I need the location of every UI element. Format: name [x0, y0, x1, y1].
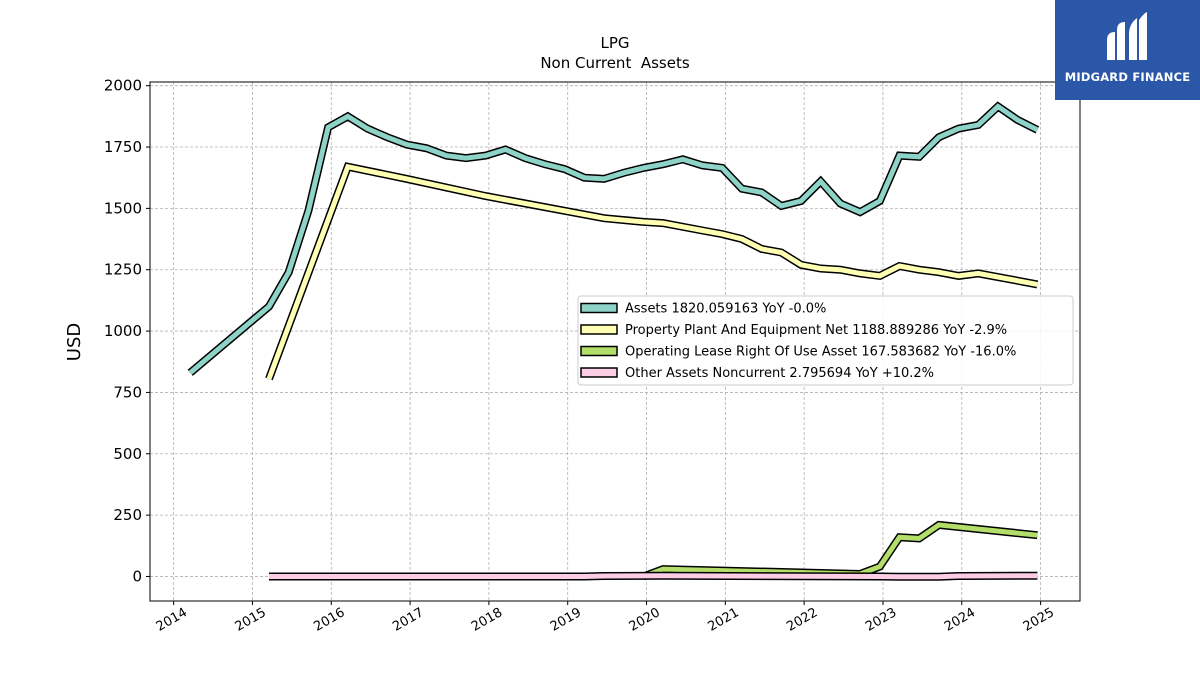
- legend-entry: Operating Lease Right Of Use Asset 167.5…: [625, 345, 1016, 360]
- x-tick-label: 2015: [233, 605, 269, 635]
- x-tick-label: 2023: [863, 605, 899, 635]
- x-tick-label: 2018: [469, 605, 505, 635]
- legend-entry: Assets 1820.059163 YoY -0.0%: [625, 302, 826, 317]
- y-tick-label: 1750: [104, 138, 142, 156]
- legend-entry: Other Assets Noncurrent 2.795694 YoY +10…: [625, 366, 934, 381]
- legend-swatch: [580, 302, 618, 314]
- legend-swatch: [580, 345, 618, 357]
- y-tick-label: 1250: [104, 261, 142, 279]
- y-axis-label: USD: [64, 323, 85, 361]
- legend-box: [577, 295, 1074, 386]
- brand-name: MIDGARD FINANCE: [1064, 70, 1191, 84]
- legend-swatch: [580, 367, 618, 378]
- legend: Assets 1820.059163 YoY -0.0% Property Pla…: [577, 295, 1074, 386]
- x-tick-label: 2021: [706, 605, 742, 635]
- plot-frame: [149, 81, 1081, 602]
- series-line-1: [266, 163, 1038, 380]
- x-tick-label: 2014: [154, 605, 190, 635]
- x-tick-label: 2022: [784, 605, 820, 635]
- y-axis: 0 250 500 750 1000 1250 1500 1750 2000: [104, 77, 150, 585]
- series-line-2: [642, 522, 1038, 579]
- y-tick-label: 500: [113, 445, 142, 463]
- midgard-logo-icon: [1107, 12, 1147, 60]
- x-axis: 2014 2015 2016 2017 2018 2019 2020 2021 2022 2023…: [154, 601, 1057, 635]
- x-tick-label: 2016: [311, 605, 347, 635]
- brand-logo: MIDGARD FINANCE: [1055, 0, 1200, 100]
- y-tick-label: 1000: [104, 322, 142, 340]
- x-tick-label: 2024: [942, 605, 978, 635]
- legend-swatch: [580, 324, 618, 335]
- chart-subtitle: Non Current Assets: [540, 54, 690, 72]
- series-line-0: [188, 103, 1039, 375]
- x-tick-label: 2019: [548, 605, 584, 635]
- x-tick-label: 2025: [1021, 605, 1057, 635]
- x-tick-label: 2017: [390, 605, 426, 635]
- series-line-3: [269, 573, 1038, 580]
- y-tick-label: 2000: [104, 77, 142, 95]
- y-tick-label: 250: [113, 506, 142, 524]
- y-tick-label: 750: [113, 383, 142, 401]
- y-tick-label: 1500: [104, 199, 142, 217]
- y-tick-label: 0: [132, 567, 142, 585]
- legend-entry: Property Plant And Equipment Net 1188.88…: [625, 323, 1007, 338]
- x-tick-label: 2020: [627, 605, 663, 635]
- chart-title: LPG: [600, 34, 629, 52]
- series-layer: [187, 101, 1040, 581]
